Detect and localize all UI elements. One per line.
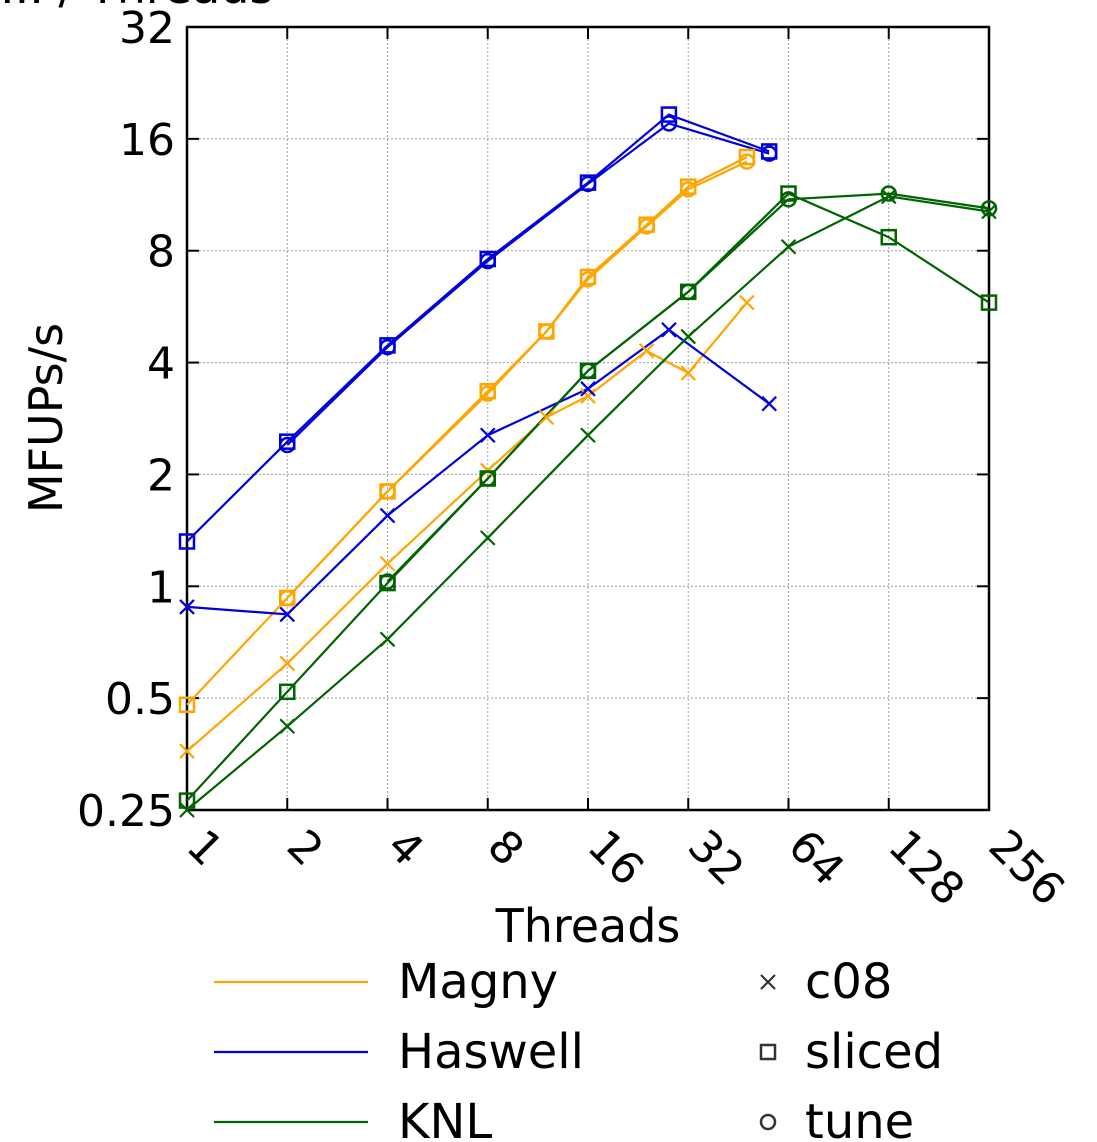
data-point-knl-square [178,792,196,809]
data-point-magny-circle [279,589,296,607]
data-point-knl-circle [680,283,697,301]
data-point-knl-x [580,427,596,444]
data-point-magny-x [279,655,296,672]
data-point-magny-x [179,743,195,759]
x-tick-label: 16 [578,820,654,896]
data-point-knl-x [379,631,396,648]
data-point-magny-square [178,696,196,713]
y-tick-label: 0.25 [77,786,175,837]
x-tick-label: 128 [878,820,973,915]
series-line-haswell-square [186,113,770,543]
grid [187,27,989,810]
x-axis-label: Threads [495,899,681,953]
data-point-haswell-circle [660,115,678,132]
data-point-haswell-x [479,427,496,444]
data-point-knl-circle [379,573,396,590]
x-tick-label: 2 [277,820,333,876]
x-tick-label: 4 [377,820,433,876]
data-point-magny-x [379,555,396,572]
data-point-haswell-x [179,599,195,615]
data-point-knl-square [980,294,998,311]
data-point-magny-x [680,365,697,381]
legend-label-magny: Magny [398,954,558,1010]
data-point-knl-circle [880,185,897,202]
legend-label-haswell: Haswell [398,1024,584,1080]
data-point-haswell-x [580,381,596,397]
data-point-magny-circle [538,323,555,340]
data-point-knl-square [279,683,296,701]
data-point-knl-square [880,228,897,246]
series-line-magny-square [186,156,748,706]
ticks [186,26,990,811]
data-point-haswell-x [761,395,777,412]
data-point-haswell-circle [760,145,778,162]
y-tick-label: 32 [119,3,175,54]
data-point-haswell-circle [279,436,296,454]
data-point-magny-circle [579,271,597,288]
legend-label-knl: KNL [398,1094,492,1142]
data-point-magny-circle [379,483,396,500]
data-point-haswell-square [178,533,196,550]
data-point-knl-x [479,530,496,546]
data-point-knl-circle [579,362,597,380]
series-lines [186,113,990,811]
data-point-knl-x [880,188,897,205]
series-line-magny-circle [286,160,748,599]
x-tick-label: 256 [979,820,1074,915]
data-point-knl-x [780,238,797,255]
data-point-magny-x [638,343,655,359]
data-point-knl-circle [980,200,998,217]
x-tick-label: 8 [477,820,533,876]
data-point-magny-circle [638,218,655,235]
data-point-knl-square [780,185,797,202]
y-tick-label: 4 [147,339,175,390]
data-point-haswell-circle [579,175,597,193]
data-point-knl-x [179,802,195,818]
data-point-knl-x [981,203,997,220]
series-line-haswell-circle [286,122,770,446]
data-point-haswell-circle [379,338,396,356]
data-point-magny-circle [738,153,756,170]
y-tick-label: 2 [147,450,175,501]
data-point-magny-x [739,294,755,311]
data-point-knl-circle [479,470,496,487]
y-tick-label: 0.5 [105,674,175,725]
legend-marker-tune [759,1113,777,1131]
y-tick-labels: 0.25 0.5 1 2 4 8 16 32 [77,3,175,837]
x-tick-label: 1 [177,820,233,876]
data-point-knl-x [680,328,697,345]
series-line-magny-x [186,301,748,753]
data-point-magny-circle [680,181,697,198]
legend-marker-c08 [760,974,776,990]
y-tick-label: 8 [147,227,175,278]
data-point-haswell-square [660,106,678,123]
x-tick-label: 64 [778,820,854,896]
legend: Magny Haswell KNL c08 sliced tune [214,954,943,1142]
data-point-haswell-x [279,606,296,623]
data-point-knl-x [279,718,296,735]
y-axis-label: MFUPs/s [19,323,73,513]
series-markers [178,106,998,818]
data-point-haswell-x [661,322,677,338]
y-tick-label: 1 [147,562,175,613]
data-point-magny-square [738,148,756,166]
series-line-knl-circle [386,192,990,583]
series-line-haswell-x [186,328,770,616]
data-point-magny-x [538,409,555,426]
data-point-haswell-circle [479,252,496,270]
legend-label-sliced: sliced [805,1024,943,1080]
data-point-magny-circle [479,385,496,402]
y-tick-label: 16 [119,115,175,166]
data-point-knl-circle [780,191,797,208]
legend-label-tune: tune [805,1094,914,1142]
chart-title: ... / Threads [0,0,273,14]
legend-marker-sliced [759,1043,777,1061]
legend-label-c08: c08 [805,954,892,1010]
data-point-haswell-x [379,507,396,524]
x-tick-label: 32 [678,820,754,896]
data-point-magny-x [580,388,596,404]
